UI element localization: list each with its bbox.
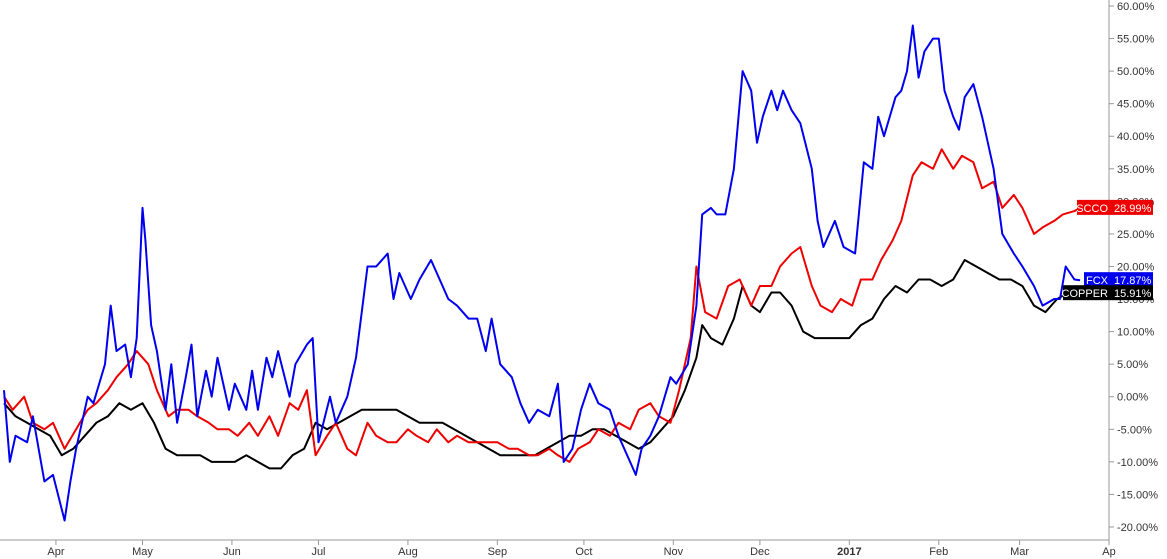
x-tick-label: Dec — [750, 546, 770, 558]
y-tick-label: -10.00% — [1117, 457, 1158, 469]
x-tick-label: Feb — [929, 546, 948, 558]
x-tick-label: Jun — [223, 546, 241, 558]
y-tick-label: 20.00% — [1117, 261, 1155, 273]
end-label-name-bg — [1077, 199, 1111, 215]
end-label-name: FCX — [1086, 275, 1109, 287]
y-tick-label: 50.00% — [1117, 66, 1155, 78]
end-label-name-bg — [1084, 272, 1111, 288]
x-tick-label: Nov — [664, 546, 684, 558]
y-tick-label: 55.00% — [1117, 34, 1155, 46]
end-label-copper: COPPER 15.91% — [1062, 285, 1153, 301]
end-label-value-bg — [1111, 272, 1153, 288]
y-tick-label: 60.00% — [1117, 1, 1155, 13]
series-line-fcx — [3, 24, 1081, 522]
x-tick-label: Mar — [1010, 546, 1029, 558]
end-label-value-bg — [1111, 199, 1153, 215]
y-tick-label: 5.00% — [1117, 359, 1148, 371]
end-label-value: 28.99% — [1114, 203, 1152, 215]
series-line-copper — [3, 259, 1081, 470]
y-tick-label: 40.00% — [1117, 131, 1155, 143]
y-tick-label: -20.00% — [1117, 522, 1158, 534]
x-tick-label: Sep — [488, 546, 508, 558]
end-label-value: 15.91% — [1114, 288, 1152, 300]
x-tick-label: Jul — [311, 546, 325, 558]
y-tick-label: 35.00% — [1117, 164, 1155, 176]
end-label-value: 17.87% — [1114, 275, 1152, 287]
x-tick-label: Ap — [1102, 546, 1115, 558]
end-label-scco: SCCO 28.99% — [1076, 199, 1153, 215]
y-tick-label: -5.00% — [1117, 424, 1152, 436]
y-tick-label: 0.00% — [1117, 392, 1148, 404]
x-tick-label: May — [132, 546, 153, 558]
y-tick-label: 10.00% — [1117, 327, 1155, 339]
y-tick-label: 45.00% — [1117, 99, 1155, 111]
end-label-value-bg — [1111, 285, 1153, 301]
y-tick-label: -15.00% — [1117, 489, 1158, 501]
end-label-fcx: FCX 17.87% — [1084, 272, 1153, 288]
x-tick-label: Aug — [398, 546, 418, 558]
x-tick-label: Oct — [575, 546, 592, 558]
x-tick-label: 2017 — [837, 546, 861, 558]
end-label-name: SCCO — [1076, 203, 1108, 215]
y-tick-label: 25.00% — [1117, 229, 1155, 241]
x-tick-label: Apr — [47, 546, 64, 558]
series-line-scco — [3, 148, 1081, 463]
end-label-name-bg — [1063, 285, 1111, 301]
end-label-name: COPPER — [1062, 288, 1109, 300]
